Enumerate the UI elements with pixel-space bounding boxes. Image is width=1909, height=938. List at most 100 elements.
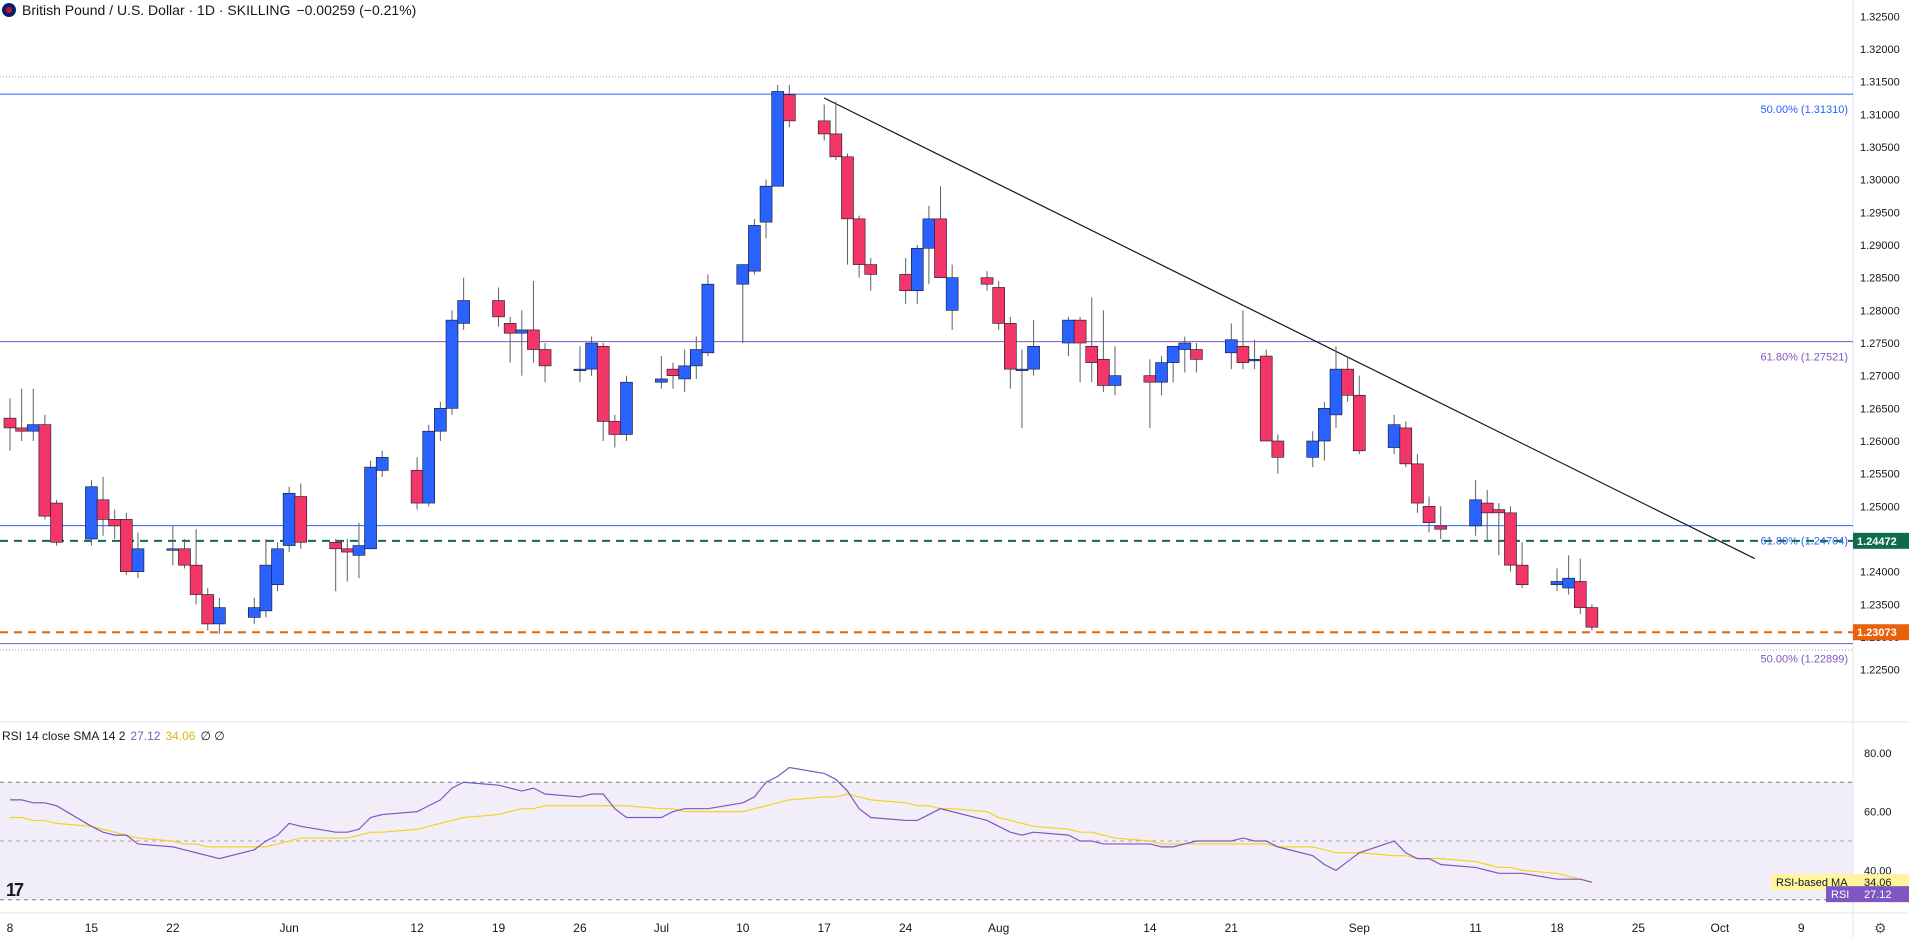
candle — [282, 486, 296, 553]
candle-body — [201, 594, 215, 625]
candle — [1306, 431, 1320, 468]
time-axis-tick: 21 — [1225, 921, 1239, 935]
symbol-title[interactable]: British Pound / U.S. Dollar · 1D · SKILL… — [22, 2, 291, 18]
candle-body — [1515, 564, 1529, 586]
candle-body — [1399, 427, 1413, 465]
candle — [189, 529, 203, 605]
candle — [585, 336, 598, 376]
candle-body — [1108, 375, 1122, 386]
rsi-ma-value: 34.06 — [165, 729, 196, 743]
candle-body — [1422, 506, 1436, 523]
candle — [1259, 349, 1273, 442]
candle — [759, 179, 773, 239]
candle — [271, 542, 284, 592]
rsi-line — [10, 766, 1593, 883]
candle — [1271, 434, 1285, 474]
candle-body — [1073, 319, 1087, 344]
candle-body — [1585, 607, 1599, 628]
candle-body — [1434, 525, 1447, 530]
rsi-legend[interactable]: RSI 14 close SMA 14 2 27.12 34.06 ∅ ∅ — [2, 729, 225, 743]
price-axis-tick: 1.25000 — [1860, 501, 1900, 513]
price-axis-tick: 1.25500 — [1860, 469, 1900, 481]
candle-body — [1259, 355, 1273, 442]
candle — [15, 388, 28, 441]
candle-body — [1236, 345, 1250, 363]
candle-body — [759, 185, 773, 223]
candle-body — [352, 545, 366, 556]
candle-body — [515, 329, 529, 334]
candle — [329, 539, 342, 592]
time-axis-tick: 25 — [1632, 921, 1646, 935]
tradingview-logo[interactable]: 17 — [6, 880, 24, 900]
candle-body — [1411, 463, 1424, 504]
candle — [1318, 401, 1331, 461]
candle — [771, 84, 784, 187]
candle — [213, 597, 226, 634]
candle-body — [85, 486, 98, 540]
candle — [1492, 503, 1506, 556]
price-tag-bg — [1853, 532, 1909, 549]
candle — [980, 271, 994, 291]
fib-level-label: 50.00% (1.22899) — [1761, 654, 1848, 666]
candle — [1515, 542, 1529, 588]
candle-body — [852, 218, 866, 265]
candle-body — [596, 345, 610, 422]
time-axis-tick: 14 — [1143, 921, 1157, 935]
candle-body — [15, 427, 28, 432]
candle — [457, 277, 470, 330]
gbp-flag-icon — [2, 3, 16, 17]
settings-gear-icon[interactable]: ⚙ — [1874, 920, 1887, 936]
candle-body — [492, 300, 505, 318]
candle-body — [736, 264, 750, 285]
price-axis-tick: 1.30500 — [1860, 142, 1900, 154]
candle — [527, 280, 540, 363]
candle-body — [1329, 368, 1343, 416]
candle — [1155, 356, 1168, 396]
candle — [120, 512, 133, 575]
candle — [341, 539, 354, 582]
candle — [596, 343, 610, 441]
candle-body — [1352, 394, 1366, 452]
candle — [1585, 604, 1599, 631]
candle — [655, 356, 668, 389]
time-axis-tick: 9 — [1798, 921, 1805, 935]
candle-body — [375, 457, 389, 471]
candle — [422, 424, 436, 507]
price-axis-tick: 1.23500 — [1860, 599, 1900, 611]
candle-body — [1318, 408, 1331, 442]
candle — [1573, 558, 1587, 615]
candle — [1027, 320, 1040, 376]
candle — [899, 258, 912, 304]
candle — [701, 274, 715, 357]
time-axis-tick: 12 — [410, 921, 424, 935]
rsi-band — [0, 782, 1853, 900]
candle — [1073, 316, 1087, 383]
candle-body — [573, 368, 587, 371]
candle-body — [1155, 362, 1168, 383]
candle-body — [294, 496, 308, 543]
candle — [1411, 454, 1424, 513]
price-axis-tick: 1.31000 — [1860, 109, 1900, 121]
rsi-extra: ∅ ∅ — [200, 729, 225, 743]
candle-body — [341, 548, 354, 553]
candle-body — [1015, 368, 1029, 371]
price-tag-label: 1.24472 — [1857, 536, 1897, 548]
candle — [85, 480, 98, 546]
rsi-settings-label: RSI 14 close SMA 14 2 — [2, 729, 126, 743]
candle — [689, 336, 703, 379]
candle — [817, 104, 831, 141]
candle-body — [271, 548, 284, 586]
candle-body — [329, 541, 342, 550]
candle-body — [666, 368, 680, 376]
candle-body — [841, 156, 854, 220]
time-axis-tick: 10 — [736, 921, 750, 935]
fib-level-label: 61.80% (1.24704) — [1761, 536, 1848, 548]
rsi-axis-tick: 80.00 — [1864, 748, 1892, 760]
candle-body — [771, 91, 784, 187]
candle-body — [38, 424, 52, 517]
price-axis-tick: 1.29500 — [1860, 207, 1900, 219]
candle-body — [608, 421, 622, 435]
candle-body — [620, 381, 633, 435]
symbol-header: British Pound / U.S. Dollar · 1D · SKILL… — [0, 0, 416, 20]
